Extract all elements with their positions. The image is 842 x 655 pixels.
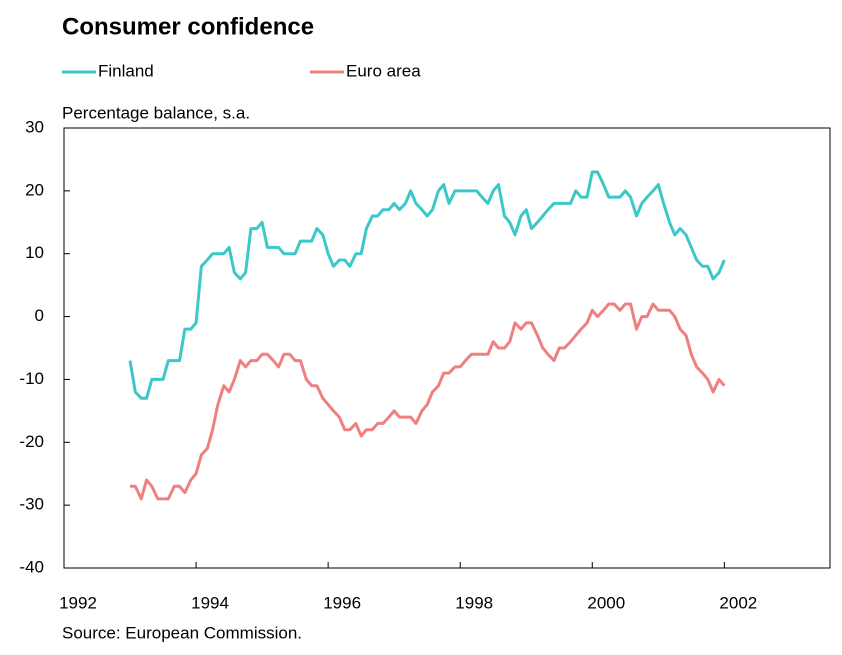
x-tick-label: 2000 bbox=[587, 593, 625, 612]
y-tick-label: -10 bbox=[19, 369, 44, 388]
y-tick-label: 0 bbox=[35, 306, 44, 325]
legend-label: Euro area bbox=[346, 61, 421, 80]
series-line bbox=[130, 302, 726, 501]
x-tick-label: 1996 bbox=[323, 593, 361, 612]
plot-frame bbox=[63, 127, 831, 569]
y-tick-label: 30 bbox=[25, 117, 44, 136]
x-tick-label: 1992 bbox=[59, 593, 97, 612]
y-tick-label: 10 bbox=[25, 243, 44, 262]
chart-title: Consumer confidence bbox=[62, 13, 314, 40]
x-tick-label: 1994 bbox=[191, 593, 229, 612]
legend-label: Finland bbox=[98, 61, 154, 80]
source: Source: European Commission. bbox=[62, 623, 302, 642]
y-axis-label: Percentage balance, s.a. bbox=[62, 103, 250, 122]
y-tick-label: -40 bbox=[19, 557, 44, 576]
y-tick-label: 20 bbox=[25, 180, 44, 199]
y-tick-label: -20 bbox=[19, 432, 44, 451]
y-tick-label: -30 bbox=[19, 495, 44, 514]
x-tick-label: 1998 bbox=[455, 593, 493, 612]
series-line bbox=[128, 170, 726, 400]
x-tick-label: 2002 bbox=[719, 593, 757, 612]
